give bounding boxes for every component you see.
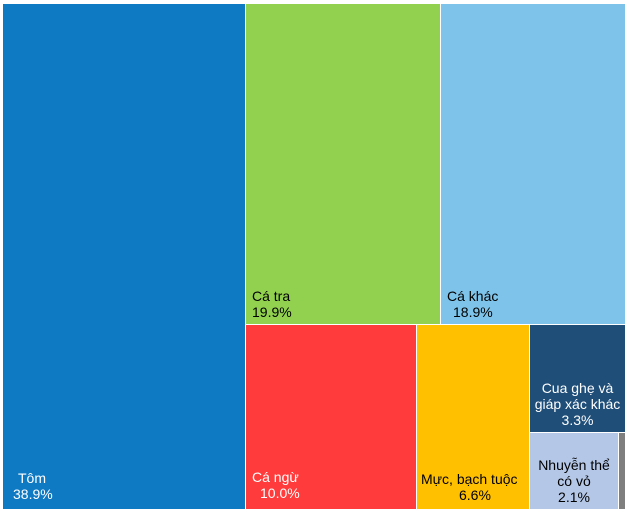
tile-tom: Tôm 38.9% bbox=[3, 4, 245, 509]
tile-label: Mực, bạch tuộc 6.6% bbox=[421, 471, 518, 503]
tile-label: Cá ngừ 10.0% bbox=[252, 469, 300, 501]
tile-percent: 2.1% bbox=[558, 489, 590, 505]
tile-name-line: Cua ghẹ và bbox=[541, 380, 614, 396]
tile-label: Tôm 38.9% bbox=[13, 470, 53, 502]
tile-name-line: có vỏ bbox=[557, 473, 591, 489]
tile-label: Cua ghẹ và giáp xác khác 3.3% bbox=[530, 380, 625, 428]
tile-name: Cá tra bbox=[252, 288, 291, 304]
tile-ca-ngu: Cá ngừ 10.0% bbox=[246, 325, 416, 509]
tile-muc-bach-tuoc: Mực, bạch tuộc 6.6% bbox=[417, 325, 529, 509]
tile-name-line: giáp xác khác bbox=[534, 396, 621, 412]
tile-nhuyen-the: Nhuyễn thể có vỏ 2.1% bbox=[530, 433, 618, 509]
tile-percent: 18.9% bbox=[453, 304, 493, 320]
tile-name: Mực, bạch tuộc bbox=[421, 471, 518, 487]
tile-name-line: Nhuyễn thể bbox=[538, 457, 610, 473]
tile-other bbox=[619, 433, 625, 509]
tile-name: Cá ngừ bbox=[252, 469, 299, 485]
tile-cua-ghe: Cua ghẹ và giáp xác khác 3.3% bbox=[530, 325, 625, 432]
tile-percent: 10.0% bbox=[260, 485, 300, 501]
tile-percent: 3.3% bbox=[561, 412, 594, 428]
tile-ca-khac: Cá khác 18.9% bbox=[441, 4, 625, 324]
tile-ca-tra: Cá tra 19.9% bbox=[246, 4, 440, 324]
tile-name: Tôm bbox=[18, 470, 46, 486]
tile-label: Cá khác 18.9% bbox=[447, 288, 498, 320]
tile-name: Cá khác bbox=[447, 288, 499, 304]
tile-percent: 38.9% bbox=[13, 486, 53, 502]
tile-label: Nhuyễn thể có vỏ 2.1% bbox=[530, 457, 618, 505]
tile-percent: 19.9% bbox=[252, 304, 292, 320]
tile-label: Cá tra 19.9% bbox=[252, 288, 292, 320]
tile-percent: 6.6% bbox=[459, 487, 491, 503]
